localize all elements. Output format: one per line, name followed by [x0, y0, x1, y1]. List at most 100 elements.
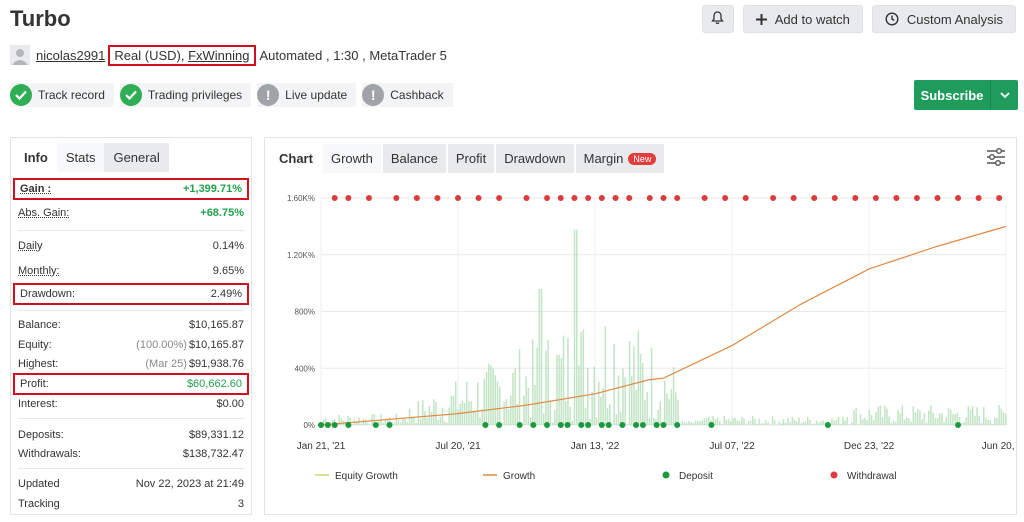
growth-chart: 0% 400% 800% 1.20K% 1.60K% Jan 21, '21 Jul 20,… — [287, 194, 1016, 482]
divider — [18, 310, 244, 311]
volume-bar — [749, 420, 752, 425]
badge-track-record[interactable]: Track record — [10, 83, 114, 107]
volume-bar — [725, 419, 728, 425]
volume-bar — [767, 422, 769, 425]
x-tick-label: Jul 07, '22 — [709, 441, 755, 452]
volume-bar — [760, 423, 763, 425]
volume-bar — [494, 375, 497, 425]
volume-bar — [842, 416, 844, 425]
badge-live-update[interactable]: ! Live update — [257, 83, 357, 107]
volume-bar — [347, 416, 349, 425]
chart-panel: Chart Growth Balance Profit Drawdown Mar… — [264, 137, 1017, 515]
volume-bar — [771, 416, 774, 425]
volume-bar — [699, 421, 701, 425]
deposit-point — [824, 422, 831, 428]
volume-bar — [690, 421, 692, 425]
tab-growth[interactable]: Growth — [322, 144, 381, 173]
volume-bar — [712, 416, 714, 425]
volume-bar — [338, 415, 340, 425]
y-tick-label: 1.60K% — [287, 194, 315, 203]
chevron-down-icon[interactable] — [990, 80, 1018, 110]
volume-bar — [631, 376, 633, 425]
volume-bar — [325, 418, 327, 425]
volume-bar — [547, 340, 549, 425]
volume-bar — [532, 339, 534, 425]
volume-bar — [529, 417, 532, 425]
volume-bar — [780, 423, 783, 425]
tab-chart[interactable]: Chart — [271, 144, 321, 173]
volume-bar — [785, 422, 787, 425]
check-icon — [119, 84, 142, 106]
volume-bar — [426, 417, 428, 425]
volume-bar — [543, 413, 545, 425]
volume-bar — [936, 418, 939, 425]
volume-bar — [769, 424, 772, 426]
volume-bar — [694, 420, 697, 425]
volume-bar — [419, 418, 422, 425]
volume-bar — [873, 420, 875, 425]
deposit-point — [331, 422, 338, 428]
volume-bar — [538, 288, 541, 425]
volume-bar — [340, 418, 343, 425]
deposit-point — [564, 422, 571, 428]
volume-bar — [672, 366, 675, 425]
stat-label: Equity: — [18, 339, 52, 351]
stat-label: Interest: — [18, 398, 58, 410]
account-meta: nicolas2991 Real (USD), FxWinning Automa… — [10, 44, 447, 66]
broker-link[interactable]: FxWinning — [188, 47, 250, 63]
volume-bar — [727, 419, 730, 425]
volume-bar — [516, 404, 519, 425]
badge-trading-privileges[interactable]: Trading privileges — [119, 83, 252, 107]
x-tick-label: Jun 20, '23 — [982, 441, 1016, 452]
volume-bar — [606, 407, 609, 425]
volume-bar — [987, 419, 989, 425]
volume-bar — [657, 410, 659, 425]
volume-bar — [789, 422, 791, 425]
volume-bar — [833, 420, 835, 425]
tab-drawdown[interactable]: Drawdown — [496, 144, 574, 173]
stat-gain: Gain : +1,399.71% — [13, 178, 249, 200]
volume-bar — [840, 424, 842, 425]
volume-bar — [820, 421, 822, 425]
withdrawal-point — [496, 195, 503, 201]
tab-margin[interactable]: Margin New — [575, 144, 665, 173]
subscribe-button[interactable]: Subscribe — [914, 80, 1018, 110]
withdrawal-point — [413, 195, 420, 201]
volume-bar — [488, 363, 490, 425]
volume-bar — [369, 424, 371, 425]
volume-bar — [884, 405, 886, 425]
tab-info[interactable]: Info — [15, 143, 57, 172]
stat-interest: Interest: $0.00 — [18, 395, 244, 413]
withdrawal-point — [934, 195, 941, 201]
volume-bar — [747, 421, 750, 425]
add-to-watch-button[interactable]: Add to watch — [742, 5, 863, 33]
volume-bar — [483, 378, 486, 425]
deposit-point — [619, 422, 626, 428]
volume-bar — [811, 424, 813, 425]
tab-balance[interactable]: Balance — [382, 144, 446, 173]
volume-bar — [624, 377, 626, 425]
withdrawal-point — [455, 195, 461, 201]
sliders-icon[interactable] — [986, 148, 1006, 169]
withdrawal-point — [996, 195, 1003, 201]
withdrawal-point — [742, 195, 749, 201]
volume-bar — [576, 229, 578, 425]
notify-button[interactable] — [701, 5, 734, 33]
custom-analysis-label: Custom Analysis — [906, 11, 1003, 27]
tab-stats[interactable]: Stats — [56, 143, 105, 172]
volume-bar — [888, 416, 890, 425]
volume-bar — [556, 354, 558, 425]
tab-general[interactable]: General — [104, 143, 169, 172]
volume-bar — [466, 381, 468, 425]
y-tick-label: 0% — [303, 421, 315, 430]
badge-cashback[interactable]: ! Cashback — [362, 83, 453, 107]
volume-bar — [622, 368, 624, 425]
custom-analysis-button[interactable]: Custom Analysis — [871, 5, 1016, 33]
volume-bar — [587, 367, 589, 425]
volume-bar — [578, 365, 580, 425]
x-tick-label: Jul 20, '21 — [435, 441, 481, 452]
volume-bar — [730, 421, 732, 425]
volume-bar — [723, 416, 725, 425]
user-link[interactable]: nicolas2991 — [36, 47, 106, 63]
tab-profit[interactable]: Profit — [447, 144, 495, 173]
